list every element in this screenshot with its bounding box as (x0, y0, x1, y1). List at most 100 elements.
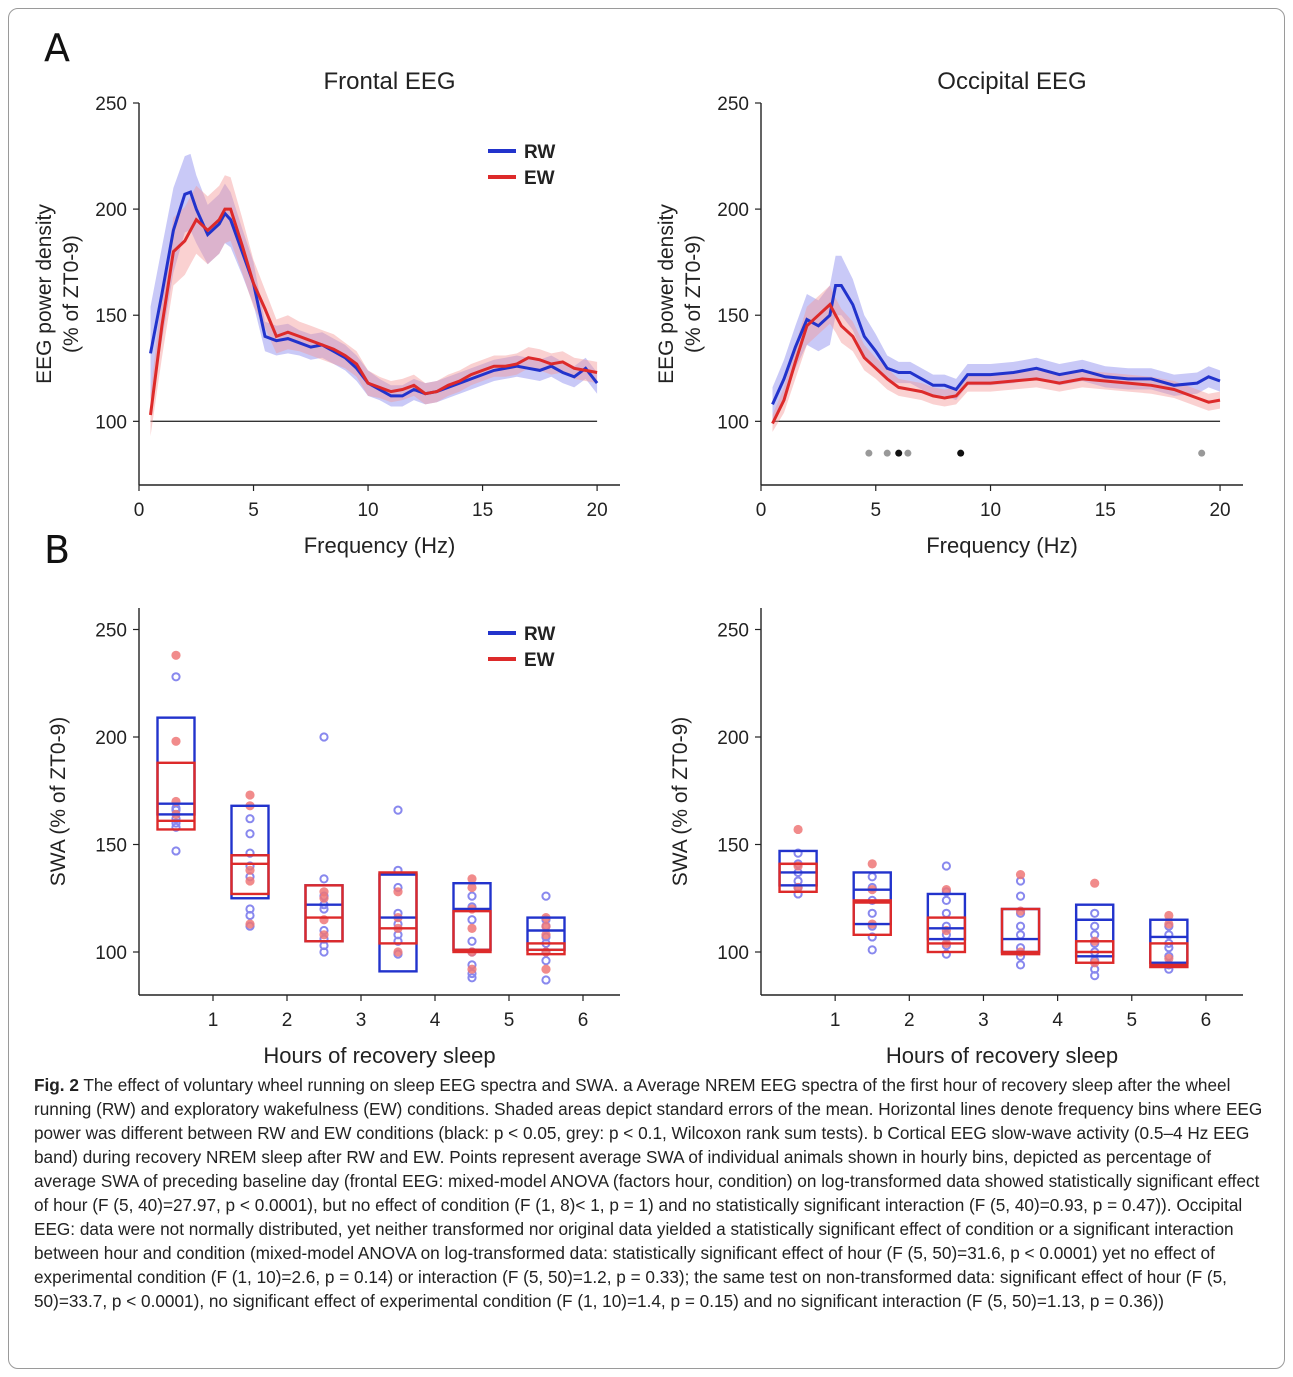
data-point-rw (1015, 930, 1026, 940)
legend-label: EW (524, 168, 555, 189)
y-tick-label: 100 (717, 412, 749, 433)
significance-marker (904, 449, 912, 457)
data-point-rw (245, 848, 255, 858)
x-tick-label: 5 (870, 500, 881, 521)
x-axis-label: Hours of recovery sleep (263, 1043, 495, 1068)
y-tick-label: 250 (717, 621, 749, 642)
y-tick-label: 250 (95, 94, 127, 115)
y-tick-label: 200 (717, 728, 749, 749)
data-point-rw (867, 945, 877, 955)
data-point-rw (541, 956, 551, 966)
data-point-rw (867, 908, 877, 918)
data-point-ew (541, 964, 551, 974)
data-point-ew (393, 887, 403, 897)
y-axis-label: SWA (% of ZT0-9) (669, 717, 692, 887)
data-point-rw (941, 949, 951, 959)
data-point-rw (171, 846, 181, 856)
x-axis-label: Frequency (Hz) (926, 533, 1078, 558)
x-tick-label: 5 (248, 500, 259, 521)
data-point-ew (1164, 919, 1174, 929)
se-band-rw (150, 153, 598, 407)
se-band-ew (772, 285, 1220, 432)
data-point-rw (319, 874, 329, 884)
y-tick-label: 100 (95, 412, 127, 433)
data-point-rw (867, 872, 877, 882)
data-point-rw (541, 891, 551, 901)
legend-label: RW (524, 142, 555, 163)
y-tick-label: 100 (95, 943, 127, 964)
data-point-rw (1015, 960, 1026, 970)
data-point-rw (941, 895, 951, 906)
y-tick-label: 200 (717, 200, 749, 221)
series-line-rw (771, 284, 1221, 406)
x-tick-label: 4 (1052, 1010, 1063, 1031)
box-ew (304, 884, 344, 943)
data-point-rw (467, 936, 477, 946)
data-point-rw (541, 975, 551, 985)
y-tick-label: 150 (95, 836, 127, 857)
chart-title: Frontal EEG (323, 68, 455, 95)
x-tick-label: 15 (472, 500, 493, 521)
significance-marker (895, 449, 903, 457)
data-point-ew (1164, 953, 1174, 964)
data-point-rw (393, 805, 403, 815)
data-point-rw (793, 848, 803, 858)
data-point-ew (1015, 870, 1026, 880)
x-tick-label: 10 (357, 500, 378, 521)
x-tick-label: 5 (1126, 1010, 1137, 1031)
box-rw (230, 804, 270, 900)
data-point-ew (319, 887, 329, 897)
box-ew (156, 761, 196, 831)
box-rw (852, 871, 892, 926)
x-axis-label: Frequency (Hz) (304, 533, 456, 558)
data-point-rw (319, 732, 329, 742)
data-point-ew (941, 885, 951, 895)
y-tick-label: 100 (717, 943, 749, 964)
panel-label-b: B (44, 528, 71, 572)
significance-marker (957, 449, 965, 457)
y-axis-label: SWA (% of ZT0-9) (47, 717, 70, 887)
y-axis-label: (% of ZT0-9) (60, 235, 83, 353)
y-tick-label: 250 (95, 621, 127, 642)
y-axis-label: EEG power density (33, 204, 56, 384)
data-point-rw (1164, 930, 1174, 940)
chart-4: 100 150 200 250 1 2 3 4 5 6 Hours of recovery slee… (669, 608, 1243, 1068)
significance-marker (1198, 449, 1206, 457)
data-point-rw (941, 908, 951, 918)
data-point-rw (1090, 921, 1100, 931)
data-point-ew (319, 893, 329, 903)
significance-marker (865, 449, 873, 457)
legend-label: RW (524, 624, 555, 645)
data-point-ew (467, 923, 477, 933)
data-point-ew (245, 790, 255, 800)
x-tick-label: 20 (1209, 500, 1230, 521)
chart-2: 100 150 200 250 0 5 10 15 20 Frequency (Hz) EEG po… (655, 68, 1243, 558)
data-point-ew (541, 921, 551, 931)
y-tick-label: 250 (717, 94, 749, 115)
x-tick-label: 2 (282, 1010, 293, 1031)
data-point-rw (467, 891, 477, 901)
y-axis-label: EEG power density (655, 204, 678, 384)
x-tick-label: 3 (978, 1010, 989, 1031)
data-point-ew (1090, 878, 1100, 888)
x-tick-label: 20 (587, 500, 608, 521)
data-point-ew (245, 865, 255, 875)
y-tick-label: 200 (95, 200, 127, 221)
data-point-ew (1164, 910, 1174, 921)
y-tick-label: 150 (95, 306, 127, 327)
x-tick-label: 2 (904, 1010, 915, 1031)
series-line-ew (771, 302, 1221, 425)
x-tick-label: 10 (980, 500, 1001, 521)
chart-3: 100 150 200 250 1 2 3 4 5 6 Hours of recovery slee… (47, 608, 620, 1068)
box-ew (852, 899, 892, 937)
x-tick-label: 6 (1201, 1010, 1212, 1031)
y-tick-label: 150 (717, 836, 749, 857)
y-tick-label: 200 (95, 728, 127, 749)
data-point-rw (1015, 921, 1026, 931)
box-ew (1000, 907, 1041, 956)
data-point-ew (171, 736, 181, 746)
data-point-ew (245, 876, 255, 886)
series-line-ew (149, 207, 598, 416)
x-tick-label: 1 (830, 1010, 841, 1031)
